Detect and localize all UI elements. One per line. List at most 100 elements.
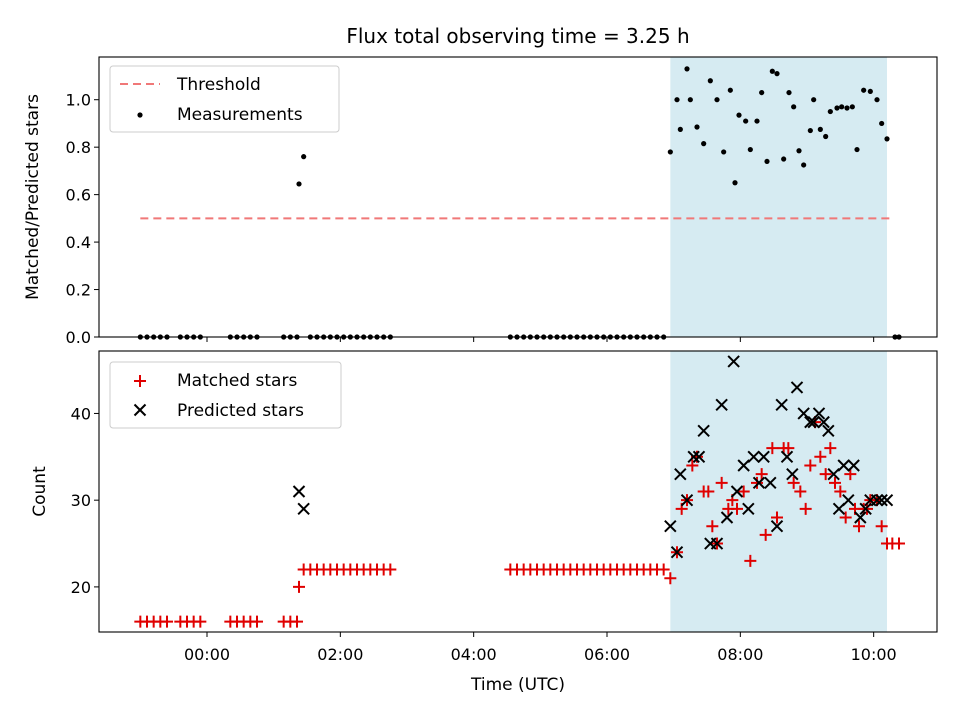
predicted-star-marker <box>786 467 799 481</box>
matched-star-marker <box>702 485 715 498</box>
xtick-label: 06:00 <box>584 645 630 664</box>
measurement-point <box>674 97 680 103</box>
predicted-star-marker <box>780 450 794 464</box>
measurement-point <box>684 66 690 72</box>
measurement-point <box>736 112 742 118</box>
predicted-star-marker <box>790 381 804 394</box>
measurement-point <box>879 120 885 127</box>
matched-stars-points <box>134 416 905 628</box>
legend-predicted-swatch <box>133 403 147 417</box>
measurement-point <box>791 104 797 110</box>
matched-star-marker <box>194 615 207 628</box>
predicted-star-marker <box>297 502 310 516</box>
legend-predicted-label: Predicted stars <box>177 401 304 421</box>
matched-star-marker <box>829 476 841 489</box>
predicted-star-marker <box>752 476 766 490</box>
predicted-star-marker <box>764 476 777 490</box>
matched-star-marker <box>766 442 779 455</box>
predicted-star-marker <box>842 493 855 507</box>
matched-star-marker <box>759 528 772 541</box>
matched-star-marker <box>251 615 263 628</box>
count-panel: 20 30 40 00:00 02:00 04:00 06:00 08:00 10:00 Co… <box>30 350 938 695</box>
measurement-point <box>844 105 850 111</box>
measurement-point <box>721 149 727 155</box>
matched-star-marker <box>706 520 719 533</box>
measurement-point <box>754 118 760 124</box>
measurement-point <box>701 141 707 147</box>
predicted-star-marker <box>747 450 760 464</box>
legend-matched-swatch <box>134 375 146 387</box>
measurement-point <box>732 180 738 186</box>
x-axis-label: Time (UTC) <box>470 675 565 695</box>
y-axis-label-top: Matched/Predicted stars <box>23 94 43 300</box>
top-axes-frame <box>98 56 938 338</box>
measurement-point <box>849 104 855 110</box>
predicted-star-marker <box>720 511 734 524</box>
matched-star-marker <box>853 520 865 533</box>
measurement-point <box>839 104 845 110</box>
measurement-point <box>747 146 753 153</box>
bottom-ytick-label: 40 <box>71 404 91 423</box>
measurement-point <box>707 78 713 84</box>
legend-top: Threshold Measurements <box>109 65 340 133</box>
measurement-point <box>811 97 817 103</box>
legend-threshold-label: Threshold <box>176 75 261 95</box>
legend-measurements-label: Measurements <box>177 105 303 125</box>
matched-star-marker <box>384 563 397 576</box>
legend-measurements-swatch <box>137 112 143 118</box>
measurement-points <box>137 66 902 340</box>
measurement-point <box>759 89 765 96</box>
predicted-star-marker <box>292 485 306 498</box>
measurement-point <box>769 68 775 74</box>
matched-star-marker <box>799 502 812 515</box>
predicted-star-marker <box>687 450 700 464</box>
predicted-star-marker <box>847 459 860 472</box>
matched-star-marker <box>782 442 795 455</box>
matched-star-marker <box>657 563 670 576</box>
predicted-star-marker <box>859 502 872 516</box>
matched-star-marker <box>751 476 763 489</box>
measurement-point <box>867 88 873 95</box>
x-ticks-bottom: 00:00 02:00 04:00 06:00 08:00 10:00 <box>184 632 897 664</box>
measurement-point <box>854 146 860 153</box>
predicted-star-marker <box>822 424 835 437</box>
legend-box-bottom <box>109 361 342 429</box>
matched-star-marker <box>804 459 817 472</box>
bottom-axes-frame <box>98 350 938 633</box>
matched-star-marker <box>794 485 807 498</box>
measurement-point <box>807 127 813 134</box>
matched-star-marker <box>291 615 303 628</box>
xtick-label: 00:00 <box>184 645 230 664</box>
matched-star-marker <box>755 468 768 481</box>
measurement-point <box>801 162 807 168</box>
xtick-label: 08:00 <box>717 645 763 664</box>
measurement-point <box>796 148 802 154</box>
x-ticks-top <box>206 337 875 342</box>
matched-star-marker <box>824 442 837 455</box>
predicted-star-marker <box>870 493 884 507</box>
predicted-star-marker <box>817 415 830 429</box>
predicted-star-marker <box>670 546 684 559</box>
measurement-point <box>714 97 720 103</box>
xtick-label: 02:00 <box>317 645 363 664</box>
measurement-point <box>301 154 307 160</box>
y-ticks-top: 0.0 0.2 0.4 0.6 0.8 1.0 <box>66 91 99 347</box>
matched-star-marker <box>893 537 905 550</box>
predicted-star-marker <box>697 424 710 437</box>
top-ytick-label: 1.0 <box>66 91 91 110</box>
measurement-point <box>781 156 787 162</box>
predicted-star-marker <box>807 415 820 429</box>
matched-star-marker <box>819 468 832 481</box>
matched-star-marker <box>686 459 699 472</box>
measurement-point <box>727 87 733 93</box>
predicted-star-marker <box>727 355 740 368</box>
top-ytick-label: 0.6 <box>66 186 91 205</box>
measurement-point <box>874 97 880 103</box>
predicted-star-marker <box>710 537 724 550</box>
legend-bottom: Matched stars Predicted stars <box>109 361 342 429</box>
predicted-star-marker <box>742 502 755 516</box>
measurement-point <box>694 124 700 130</box>
top-ytick-label: 0.0 <box>66 328 91 347</box>
measurement-point <box>827 108 833 115</box>
